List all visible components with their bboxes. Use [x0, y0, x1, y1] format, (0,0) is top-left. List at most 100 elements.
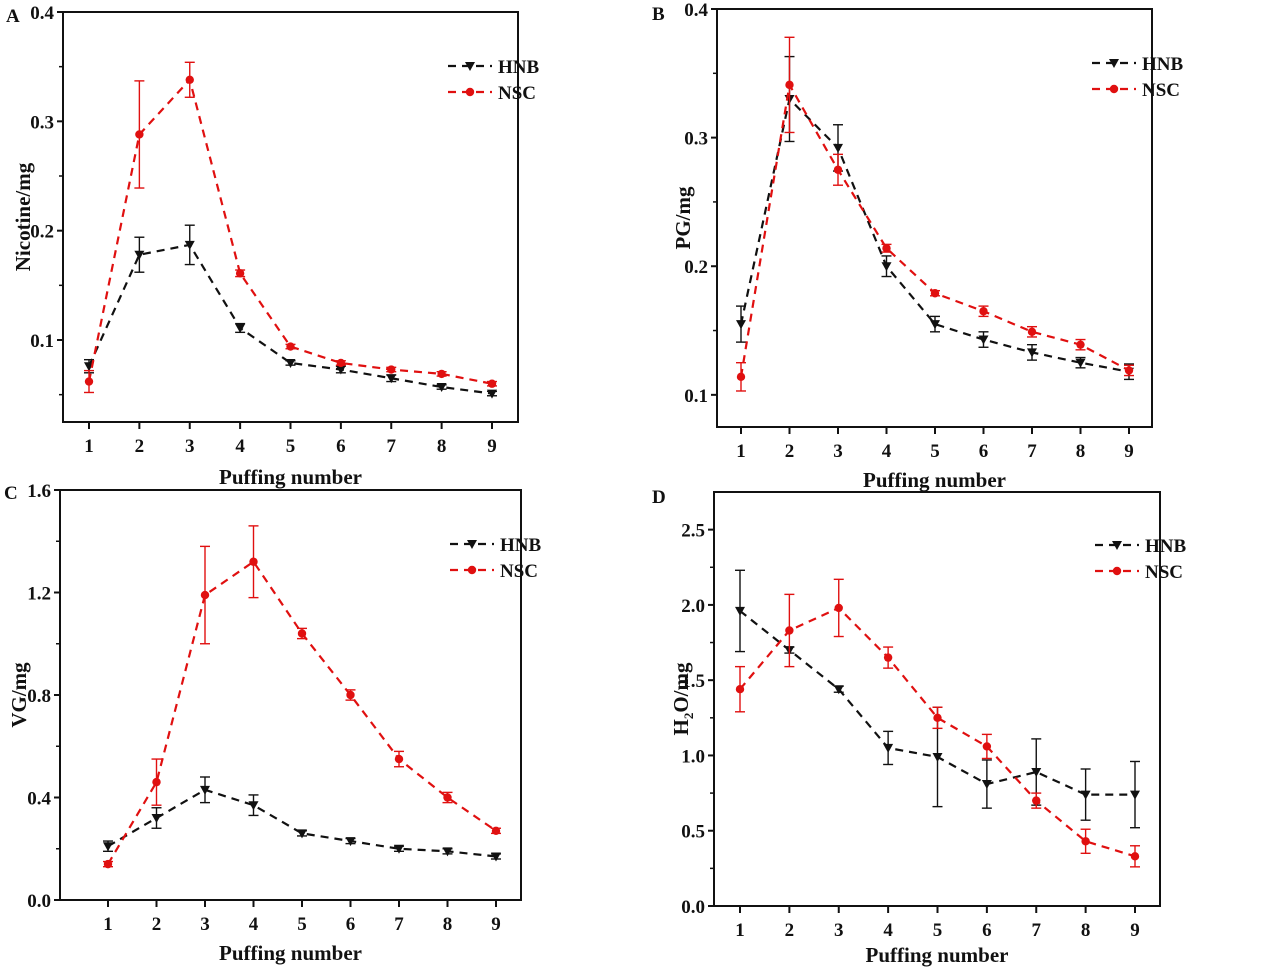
panel-label: A — [6, 6, 20, 27]
y-tick-label: 0.4 — [27, 789, 51, 810]
series-hnb — [735, 569, 1140, 829]
data-point — [785, 80, 794, 90]
data-point — [235, 269, 245, 278]
data-point — [297, 629, 307, 638]
data-point — [185, 75, 194, 84]
series-nsc — [84, 61, 497, 394]
data-point — [932, 752, 943, 762]
series-hnb — [736, 55, 1134, 381]
x-tick-label: 5 — [930, 441, 940, 462]
data-point — [235, 323, 246, 333]
data-point — [487, 379, 497, 388]
x-tick-label: 7 — [1032, 920, 1042, 941]
y-tick-label: 0.3 — [684, 129, 708, 150]
data-point — [1027, 348, 1037, 358]
y-tick-label: 1.6 — [27, 481, 51, 502]
data-point — [491, 826, 501, 836]
legend-label: HNB — [1142, 54, 1184, 75]
x-tick-label: 2 — [135, 436, 145, 457]
data-point — [248, 801, 259, 811]
series-line — [107, 560, 497, 865]
y-tick-label: 0.2 — [30, 222, 54, 243]
data-point — [833, 165, 843, 174]
data-point — [833, 143, 843, 153]
legend-marker — [465, 62, 475, 71]
data-point — [103, 859, 113, 869]
panel-label: B — [652, 4, 665, 25]
data-point — [882, 244, 891, 253]
data-point — [736, 320, 746, 330]
y-tick-label: 2.0 — [681, 596, 705, 617]
legend-marker — [1112, 566, 1122, 576]
y-axis-label: PG/mg — [671, 186, 695, 249]
x-tick-label: 7 — [387, 436, 397, 457]
data-point — [978, 335, 989, 345]
data-point — [437, 369, 446, 379]
data-point — [394, 754, 404, 764]
series-line — [87, 243, 493, 395]
x-axis-label: Puffing number — [866, 943, 1009, 967]
x-tick-label: 4 — [249, 914, 259, 935]
data-point — [387, 365, 396, 374]
x-tick-label: 9 — [491, 914, 501, 935]
y-tick-label: 0.4 — [30, 3, 54, 24]
data-point — [1130, 790, 1140, 800]
panel-label: C — [4, 483, 18, 504]
x-tick-label: 9 — [1130, 920, 1140, 941]
data-point — [735, 606, 745, 616]
data-point — [297, 829, 307, 839]
legend-label: HNB — [498, 57, 540, 78]
x-tick-label: 6 — [336, 436, 346, 457]
y-tick-label: 1.0 — [681, 746, 705, 767]
y-tick-label: 1.5 — [681, 671, 705, 692]
data-point — [982, 742, 992, 751]
data-point — [345, 837, 356, 847]
data-point — [135, 130, 144, 139]
data-point — [1031, 768, 1042, 778]
x-tick-label: 3 — [200, 914, 210, 935]
plot-frame — [59, 489, 522, 901]
series-line — [739, 81, 1130, 378]
data-point — [785, 626, 794, 635]
data-point — [487, 389, 497, 399]
data-point — [103, 842, 113, 852]
x-tick-label: 3 — [185, 436, 195, 457]
y-tick-label: 0.5 — [681, 822, 705, 843]
data-point — [883, 653, 893, 662]
data-point — [84, 377, 94, 386]
panel-c: C 0.0 0.4 0.8 1.2 1.6 1 2 3 4 5 6 7 8 9 Puffing number… — [4, 481, 542, 965]
x-tick-label: 6 — [982, 920, 992, 941]
x-tick-label: 1 — [84, 436, 94, 457]
x-tick-label: 6 — [979, 441, 989, 462]
legend-marker — [467, 540, 477, 549]
legend: HNB NSC — [1095, 536, 1187, 583]
x-tick-label: 4 — [235, 436, 245, 457]
x-tick-label: 8 — [1081, 920, 1091, 941]
panel-d: D 0.0 0.5 1.0 1.5 2.0 2.5 1 2 3 4 5 6 7 8 9 Puffing num… — [652, 487, 1187, 967]
data-point — [981, 780, 992, 790]
data-point — [1076, 340, 1085, 349]
y-axis-label: H2O/mg — [669, 662, 696, 736]
y-tick-label: 0.0 — [681, 897, 705, 918]
data-point — [335, 365, 346, 375]
data-point — [286, 342, 295, 351]
x-tick-label: 4 — [882, 441, 892, 462]
data-point — [249, 557, 258, 566]
data-point — [184, 240, 195, 250]
x-tick-label: 2 — [785, 441, 795, 462]
x-tick-label: 7 — [394, 914, 404, 935]
y-tick-label: 2.5 — [681, 521, 705, 542]
data-point — [1081, 837, 1090, 846]
legend-label: NSC — [1145, 562, 1183, 583]
data-point — [883, 743, 894, 753]
legend-label: HNB — [1145, 536, 1187, 557]
x-axis-label: Puffing number — [219, 941, 362, 965]
data-point — [134, 250, 145, 260]
x-tick-label: 9 — [1124, 441, 1134, 462]
series-line — [107, 788, 497, 858]
panel-label: D — [652, 487, 666, 508]
data-point — [1124, 366, 1134, 375]
x-tick-label: 4 — [883, 920, 893, 941]
series-nsc — [735, 578, 1140, 868]
y-tick-label: 0.1 — [30, 331, 54, 352]
